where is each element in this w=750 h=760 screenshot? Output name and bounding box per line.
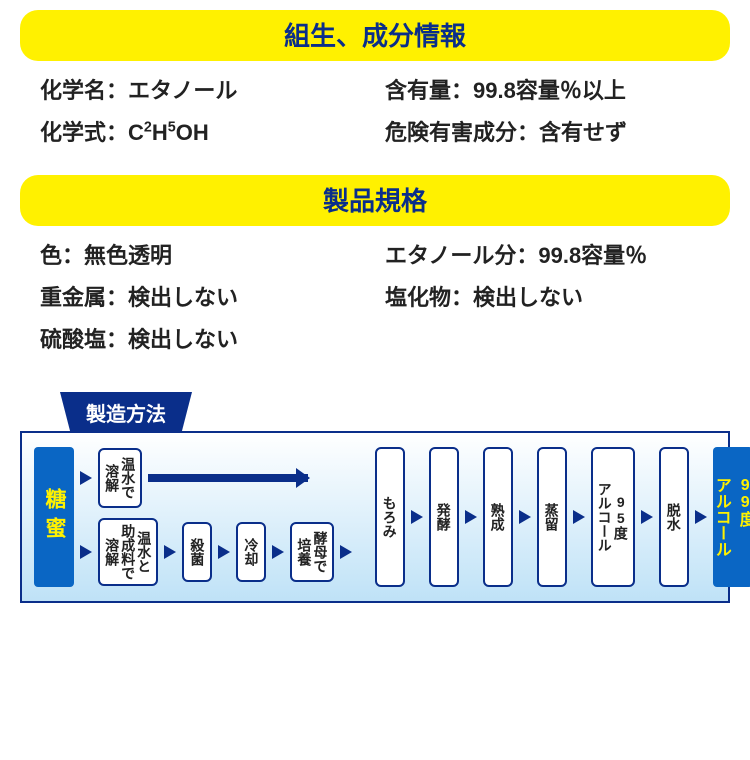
arrow-icon (164, 545, 176, 559)
composition-header: 組生、成分情報 (20, 10, 730, 61)
arrow-icon (80, 545, 92, 559)
flow-step: 脱水 (659, 447, 689, 587)
spec-ethanol: エタノール分：99.8容量％ (385, 238, 710, 270)
spec-chloride: 塩化物：検出しない (385, 280, 710, 312)
spec-grid: 色：無色透明 エタノール分：99.8容量％ 重金属：検出しない 塩化物：検出しな… (0, 238, 750, 372)
flow-step: 酵母で培養 (290, 522, 334, 582)
spec-heavy-metal: 重金属：検出しない (40, 280, 365, 312)
flow-step: もろみ (375, 447, 405, 587)
spec-sulfate: 硫酸塩：検出しない (40, 322, 365, 354)
flow-step: 温水と助成料で溶解 (98, 518, 158, 586)
hazard: 危険有害成分：含有せず (385, 115, 710, 147)
chem-name: 化学名：エタノール (40, 73, 365, 105)
flow-section: 製造方法 糖蜜 温水で溶解 温水と助成料で溶解 殺菌 冷却 (0, 392, 750, 623)
flow-area: 糖蜜 温水で溶解 温水と助成料で溶解 殺菌 冷却 酵母で培養 (20, 431, 730, 603)
chem-formula: 化学式：C2H5OH (40, 115, 365, 147)
arrow-icon (411, 510, 423, 524)
arrow-icon (272, 545, 284, 559)
arrow-icon (340, 545, 352, 559)
spec-header: 製品規格 (20, 175, 730, 226)
content-amount: 含有量：99.8容量％以上 (385, 73, 710, 105)
arrow-icon (573, 510, 585, 524)
flow-connector (148, 474, 308, 482)
spec-color: 色：無色透明 (40, 238, 365, 270)
flow-step: 蒸留 (537, 447, 567, 587)
flow-merge-chain: もろみ発酵熟成蒸留 95度アルコール脱水 (375, 447, 689, 587)
flow-step: 発酵 (429, 447, 459, 587)
flow-step: 殺菌 (182, 522, 212, 582)
flow-bottom-branch: 温水と助成料で溶解 殺菌 冷却 酵母で培養 (80, 518, 369, 586)
arrow-icon (465, 510, 477, 524)
arrow-icon (80, 471, 92, 485)
flow-step: 冷却 (236, 522, 266, 582)
composition-grid: 化学名：エタノール 含有量：99.8容量％以上 化学式：C2H5OH 危険有害成… (0, 73, 750, 165)
flow-top-branch: 温水で溶解 (80, 448, 308, 508)
flow-end: 99度アルコール (713, 447, 750, 587)
flow-start: 糖蜜 (34, 447, 74, 587)
flow-step: 温水で溶解 (98, 448, 142, 508)
arrow-icon (641, 510, 653, 524)
arrow-icon (519, 510, 531, 524)
arrow-icon (695, 510, 707, 524)
flow-step: 95度アルコール (591, 447, 635, 587)
arrow-icon (218, 545, 230, 559)
flow-step: 熟成 (483, 447, 513, 587)
flow-title: 製造方法 (60, 392, 192, 433)
